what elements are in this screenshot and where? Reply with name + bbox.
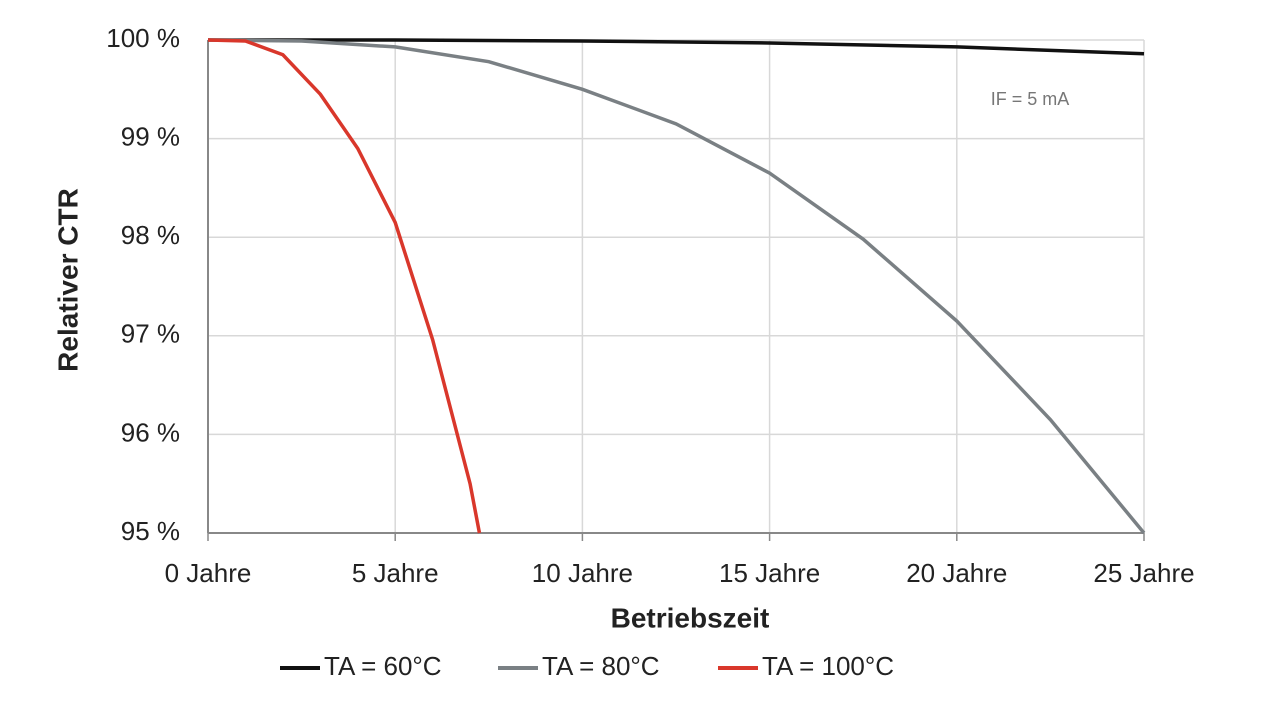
annotation: IF = 5 mA (991, 89, 1070, 109)
line (207, 38, 1146, 535)
y-tick-label: 99 % (121, 121, 180, 151)
x-tick-label: 20 Jahre (906, 558, 1007, 588)
y-tick-label: 95 % (121, 516, 180, 546)
legend-label: TA = 100°C (762, 651, 894, 681)
y-tick-label: 100 % (106, 23, 180, 53)
y-tick-label: 97 % (121, 319, 180, 349)
legend-label: TA = 60°C (324, 651, 442, 681)
x-tick-label: 10 Jahre (532, 558, 633, 588)
legend-label: TA = 80°C (542, 651, 660, 681)
x-tick-label: 15 Jahre (719, 558, 820, 588)
x-tick-label: 0 Jahre (165, 558, 252, 588)
line (208, 38, 1145, 56)
x-axis-label: Betriebszeit (611, 602, 770, 633)
x-tick-label: 5 Jahre (352, 558, 439, 588)
y-tick-label: 98 % (121, 220, 180, 250)
y-tick-label: 96 % (121, 417, 180, 447)
x-tick-label: 25 Jahre (1093, 558, 1194, 588)
y-axis-label: Relativer CTR (52, 188, 83, 372)
line (207, 38, 482, 534)
